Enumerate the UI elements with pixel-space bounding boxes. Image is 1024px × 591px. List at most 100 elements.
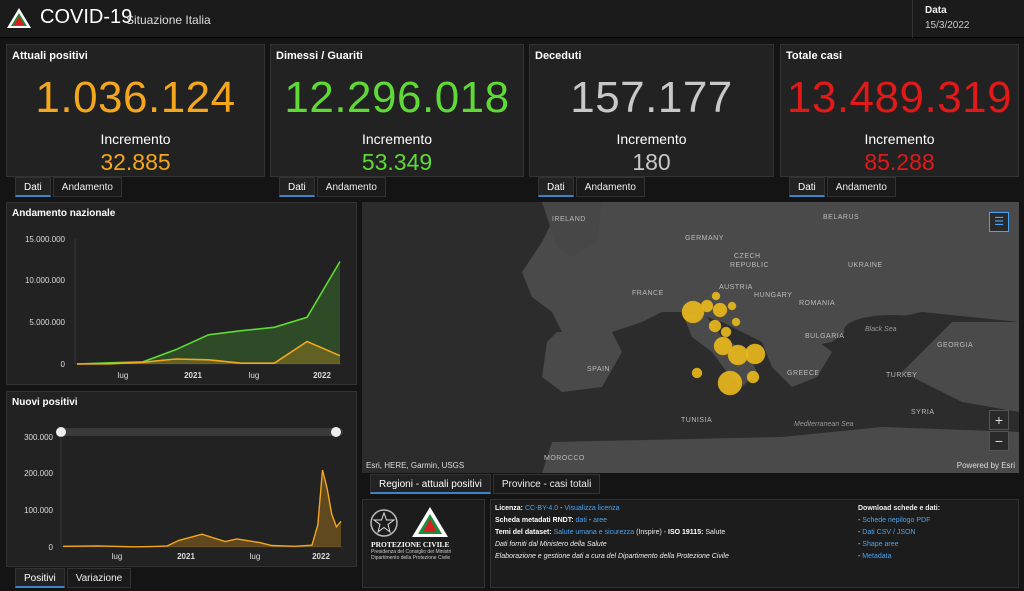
card-increment-label: Incremento	[616, 131, 687, 147]
card-deceduti: Deceduti 157.177 Incremento 180	[529, 44, 774, 177]
logo-block: PROTEZIONE CIVILE Presidenza del Consigl…	[362, 499, 485, 588]
region-bubble	[691, 367, 703, 379]
card-increment: 180	[632, 149, 671, 175]
info-line4: Dati forniti dal Ministero della Salute	[495, 541, 607, 548]
range-slider-handle-right[interactable]	[331, 427, 341, 437]
range-slider-handle-left[interactable]	[56, 427, 66, 437]
zoom-out-button[interactable]: −	[989, 431, 1009, 451]
map-label: IRELAND	[552, 216, 586, 223]
card-title: Attuali positivi	[12, 50, 88, 62]
layer-list-icon[interactable]: ☰	[989, 212, 1009, 232]
y-tick: 0	[49, 543, 54, 552]
date-label: Data	[925, 5, 947, 16]
info-box: Licenza: CC-BY-4.0 - Visualizza licenza …	[490, 499, 1019, 588]
protezione-civile-logo-icon	[7, 8, 31, 28]
x-tick: 2021	[184, 371, 202, 380]
licenza-link[interactable]: CC-BY-4.0	[524, 505, 559, 512]
tab-andamento[interactable]: Andamento	[826, 177, 896, 197]
x-tick: 2021	[177, 552, 195, 561]
tab-andamento[interactable]: Andamento	[575, 177, 645, 197]
date-box: Data 15/3/2022	[912, 0, 1024, 38]
app-title: COVID-19	[40, 6, 133, 28]
card-increment-label: Incremento	[864, 131, 935, 147]
card-value: 13.489.319	[786, 73, 1013, 122]
download-item: - Shape aree	[858, 541, 899, 548]
map-sea-label: Black Sea	[865, 326, 897, 333]
map-label: BELARUS	[823, 214, 860, 221]
map-label: FRANCE	[632, 290, 664, 297]
x-tick: 2022	[312, 552, 330, 561]
map-panel[interactable]: IRELAND GERMANY CZECH REPUBLIC BELARUS U…	[362, 202, 1019, 473]
y-tick: 5.000.000	[29, 318, 65, 327]
card-increment: 85.288	[864, 149, 935, 175]
region-bubble	[720, 326, 732, 338]
temi-link[interactable]: Salute umana e sicurezza	[553, 529, 635, 536]
region-bubble	[700, 299, 714, 313]
info-temi: Temi del dataset: Salute umana e sicurez…	[495, 529, 725, 536]
info-rndt: Scheda metadati RNDT: dati - aree	[495, 517, 608, 524]
tab-dati[interactable]: Dati	[15, 177, 51, 197]
card-title: Dimessi / Guariti	[276, 50, 363, 62]
tab-positivi[interactable]: Positivi	[15, 568, 65, 588]
rndt-dati-link[interactable]: dati	[575, 517, 587, 524]
card-totale-casi: Totale casi 13.489.319 Incremento 85.288	[780, 44, 1019, 177]
range-slider-track[interactable]	[61, 428, 343, 436]
card-tabs-3: Dati Andamento	[538, 177, 647, 197]
region-bubble	[746, 370, 760, 384]
series-line	[76, 340, 341, 365]
card-increment: 32.885	[100, 149, 171, 175]
new-positives-tabs: Positivi Variazione	[15, 568, 133, 588]
x-tick: 2022	[313, 371, 331, 380]
card-attuali-positivi: Attuali positivi 1.036.124 Incremento 32…	[6, 44, 265, 177]
y-tick: 300.000	[24, 433, 53, 442]
download-link-metadata[interactable]: Metadata	[862, 553, 892, 560]
download-link-pdf[interactable]: Schede riepilogo PDF	[862, 517, 931, 524]
card-increment-label: Incremento	[361, 131, 433, 147]
national-chart: 15.000.000 10.000.000 5.000.000 0 lug 20…	[25, 235, 342, 380]
region-bubble	[727, 301, 737, 311]
info-line5: Elaborazione e gestione dati a cura del …	[495, 553, 729, 560]
tab-province[interactable]: Province - casi totali	[492, 474, 601, 494]
new-positives-title: Nuovi positivi	[12, 397, 78, 408]
region-bubble	[681, 300, 705, 324]
iso-label: ISO 19115:	[668, 529, 704, 536]
card-tabs-2: Dati Andamento	[279, 177, 388, 197]
tab-dati[interactable]: Dati	[789, 177, 825, 197]
series-area	[77, 261, 340, 364]
y-tick: 200.000	[24, 469, 53, 478]
map-powered-by[interactable]: Powered by Esri	[956, 461, 1015, 470]
tab-regioni[interactable]: Regioni - attuali positivi	[370, 474, 491, 494]
tab-andamento[interactable]: Andamento	[52, 177, 122, 197]
republic-emblem-icon	[370, 509, 398, 537]
download-link-shape[interactable]: Shape aree	[862, 541, 899, 548]
region-bubble	[717, 370, 743, 396]
tab-andamento[interactable]: Andamento	[316, 177, 386, 197]
card-title: Deceduti	[535, 50, 582, 62]
map-label: HUNGARY	[754, 292, 793, 299]
info-licenza: Licenza: CC-BY-4.0 - Visualizza licenza	[495, 505, 620, 512]
tab-dati[interactable]: Dati	[538, 177, 574, 197]
series-area	[77, 341, 340, 364]
x-tick: lug	[118, 371, 129, 380]
download-item: - Metadata	[858, 553, 892, 560]
visualizza-licenza-link[interactable]: Visualizza licenza	[564, 505, 620, 512]
map-label: BULGARIA	[805, 333, 845, 340]
card-value: 12.296.018	[284, 73, 510, 122]
card-value: 157.177	[570, 73, 733, 122]
download-link-csv[interactable]: Dati CSV / JSON	[862, 529, 916, 536]
region-bubble	[731, 317, 741, 327]
separator: -	[558, 505, 565, 512]
tab-variazione[interactable]: Variazione	[66, 568, 132, 588]
download-item: - Schede riepilogo PDF	[858, 517, 931, 524]
info-label: Temi del dataset:	[495, 529, 552, 536]
y-tick: 10.000.000	[25, 276, 66, 285]
series-area	[63, 470, 341, 547]
card-tabs-1: Dati Andamento	[15, 177, 124, 197]
new-positives-chart: 300.000 200.000 100.000 0 lug 2021 lug 2…	[24, 427, 343, 561]
map-label: SYRIA	[911, 409, 935, 416]
map-label: AUSTRIA	[719, 284, 753, 291]
zoom-in-button[interactable]: +	[989, 410, 1009, 430]
rndt-aree-link[interactable]: aree	[593, 517, 608, 524]
tab-dati[interactable]: Dati	[279, 177, 315, 197]
map-label: TUNISIA	[681, 417, 713, 424]
